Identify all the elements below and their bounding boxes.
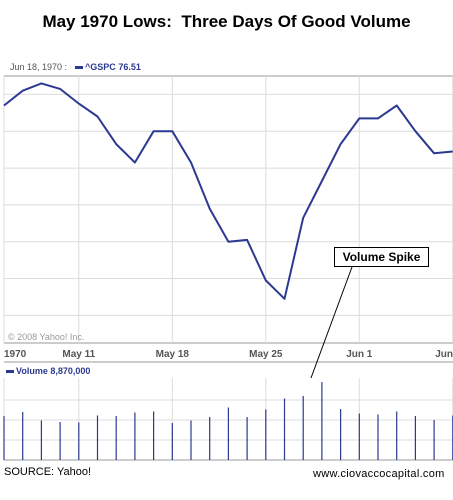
x-tick-label: May 18 bbox=[156, 349, 190, 360]
legend-series-name: ^GSPC bbox=[85, 62, 116, 72]
volume-swatch bbox=[6, 370, 14, 374]
volume-legend: Volume 8,870,000 bbox=[6, 366, 90, 376]
price-legend: Jun 18, 1970 : ^GSPC 76.51 bbox=[10, 62, 141, 72]
legend-series-value: 76.51 bbox=[118, 62, 141, 72]
copyright-text: © 2008 Yahoo! Inc. bbox=[8, 332, 85, 342]
x-tick-label: Jun 1 bbox=[346, 349, 373, 360]
volume-panel bbox=[3, 361, 453, 461]
series-swatch bbox=[75, 66, 84, 70]
source-text: SOURCE: Yahoo! bbox=[4, 466, 92, 478]
price-panel bbox=[3, 75, 453, 344]
volume-value: 8,870,000 bbox=[50, 366, 91, 376]
x-tick-label: May 25 bbox=[249, 349, 283, 360]
x-tick-label: 1970 bbox=[4, 349, 27, 360]
chart-title: May 1970 Lows: Three Days Of Good Volume bbox=[42, 12, 411, 31]
x-axis: 1970 May 11 May 18 May 25 Jun 1 Jun bbox=[4, 349, 453, 360]
website-text: www.ciovaccocapital.com bbox=[313, 468, 445, 480]
volume-spike-annotation: Volume Spike bbox=[334, 247, 429, 267]
volume-label: Volume bbox=[16, 366, 48, 376]
x-tick-label: May 11 bbox=[62, 349, 95, 360]
callout-pointer bbox=[310, 266, 353, 379]
x-tick-label: Jun bbox=[435, 349, 453, 360]
legend-date: Jun 18, 1970 : bbox=[10, 62, 68, 72]
